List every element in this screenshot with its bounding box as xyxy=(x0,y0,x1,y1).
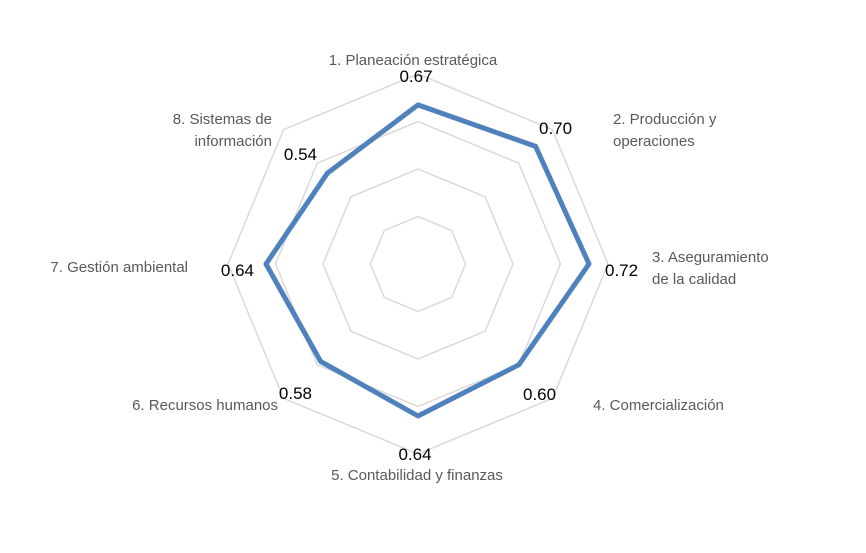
value-label-3: 0.72 xyxy=(605,261,638,280)
category-label-1: 1. Planeación estratégica xyxy=(329,52,498,69)
value-label-5: 0.64 xyxy=(398,445,431,464)
grid-layer xyxy=(227,73,609,455)
category-label-7: 7. Gestión ambiental xyxy=(50,259,188,276)
category-label-line: 6. Recursos humanos xyxy=(132,397,278,414)
gridline-ring-2 xyxy=(322,168,514,360)
category-label-line: 1. Planeación estratégica xyxy=(329,52,498,69)
value-label-2: 0.70 xyxy=(539,119,572,138)
category-label-line: 3. Aseguramiento xyxy=(652,249,769,266)
value-label-6: 0.58 xyxy=(279,384,312,403)
category-label-line: información xyxy=(194,133,272,150)
label-layer: 1. Planeación estratégica 2. Producción y… xyxy=(50,52,768,484)
category-label-line: operaciones xyxy=(613,133,695,150)
value-label-7: 0.64 xyxy=(221,261,254,280)
category-label-line: 2. Producción y xyxy=(613,111,717,128)
category-label-line: de la calidad xyxy=(652,271,736,288)
category-label-5: 5. Contabilidad y finanzas xyxy=(331,467,503,484)
category-label-6: 6. Recursos humanos xyxy=(132,397,278,414)
value-label-1: 0.67 xyxy=(399,67,432,86)
series-layer xyxy=(263,102,592,419)
category-label-4: 4. Comercialización xyxy=(593,397,724,414)
category-label-line: 8. Sistemas de xyxy=(173,111,272,128)
gridline-ring-1 xyxy=(369,215,467,313)
gridline-ring-3 xyxy=(274,120,562,408)
category-label-3: 3. Aseguramiento de la calidad xyxy=(652,249,769,288)
series-line xyxy=(263,102,592,419)
value-label-8: 0.54 xyxy=(284,145,317,164)
category-label-line: 4. Comercialización xyxy=(593,397,724,414)
gridline-ring-4 xyxy=(227,73,609,455)
category-label-8: 8. Sistemas de información xyxy=(173,111,272,150)
category-label-line: 7. Gestión ambiental xyxy=(50,259,188,276)
category-label-2: 2. Producción y operaciones xyxy=(613,111,717,150)
category-label-line: 5. Contabilidad y finanzas xyxy=(331,467,503,484)
value-label-4: 0.60 xyxy=(523,385,556,404)
